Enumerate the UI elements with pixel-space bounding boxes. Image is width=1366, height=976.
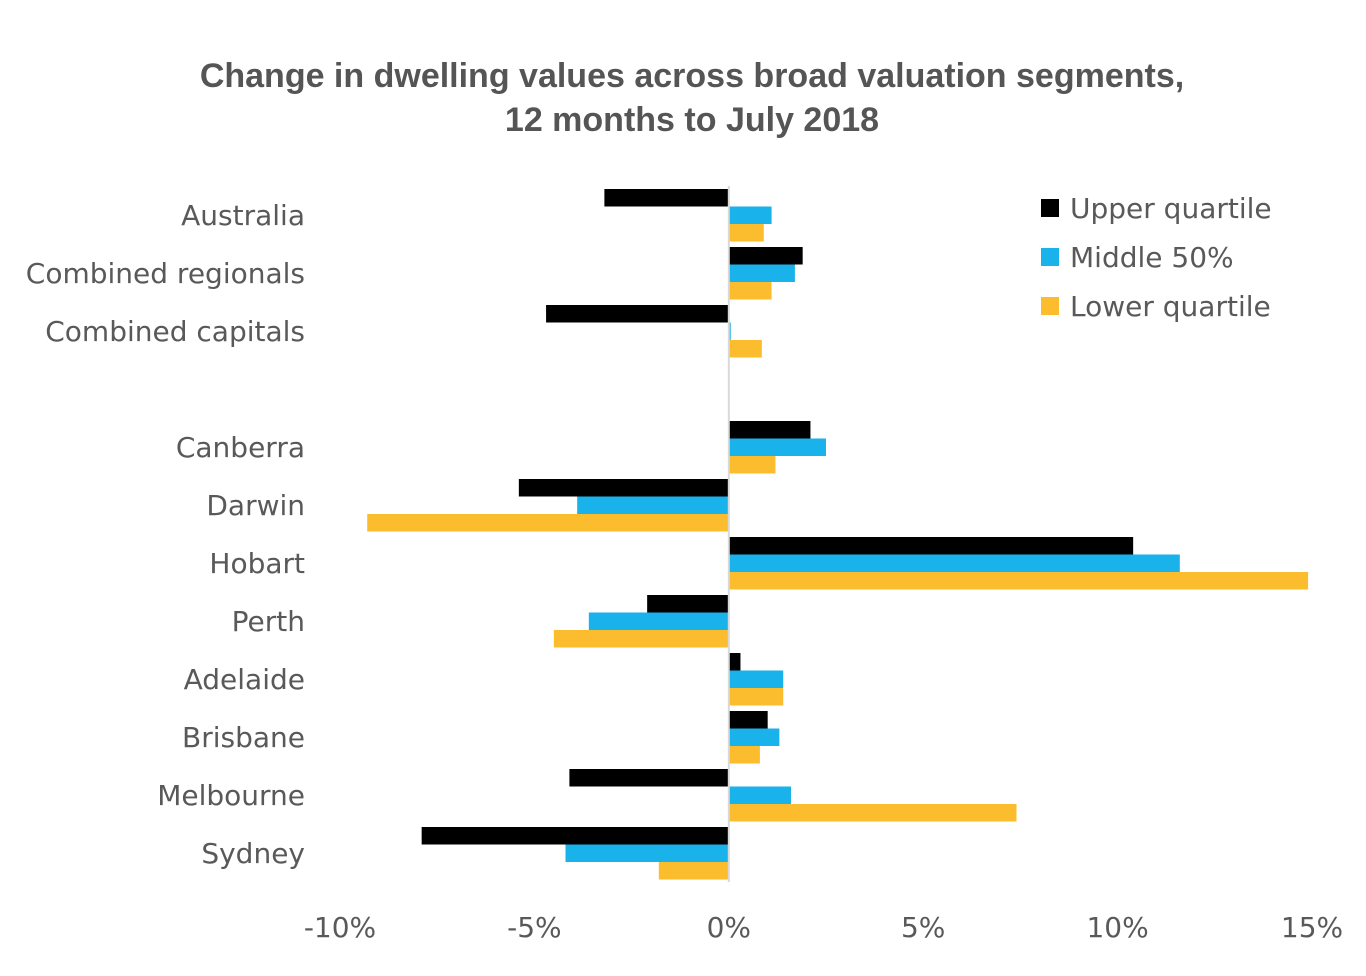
category-label-darwin: Darwin bbox=[206, 489, 305, 522]
category-label-combined-capitals: Combined capitals bbox=[45, 315, 305, 348]
bar-lower-quartile-melbourne bbox=[728, 804, 1017, 822]
category-label-adelaide: Adelaide bbox=[184, 663, 305, 696]
category-label-brisbane: Brisbane bbox=[182, 721, 305, 754]
category-labels: Australia Combined regionals Combined capi… bbox=[26, 199, 305, 870]
category-label-sydney: Sydney bbox=[201, 837, 305, 870]
legend-label-lower-quartile: Lower quartile bbox=[1070, 290, 1271, 323]
bar-middle-50-brisbane bbox=[728, 728, 780, 746]
legend-swatch-lower-quartile bbox=[1041, 297, 1059, 315]
bar-middle-50-canberra bbox=[728, 438, 826, 456]
bar-lower-quartile-darwin bbox=[367, 514, 729, 532]
bar-upper-quartile-sydney bbox=[421, 827, 729, 845]
bar-middle-50-sydney bbox=[565, 844, 729, 862]
bar-upper-quartile-brisbane bbox=[728, 711, 768, 729]
category-label-australia: Australia bbox=[181, 199, 305, 232]
bar-upper-quartile-melbourne bbox=[569, 769, 729, 787]
bar-middle-50-darwin bbox=[577, 496, 729, 514]
legend: Upper quartile Middle 50% Lower quartile bbox=[1041, 192, 1272, 323]
bar-lower-quartile-sydney bbox=[658, 862, 729, 880]
bars-layer bbox=[367, 189, 1309, 880]
legend-swatch-middle-50 bbox=[1041, 248, 1059, 266]
bar-lower-quartile-brisbane bbox=[728, 746, 760, 764]
bar-lower-quartile-adelaide bbox=[728, 688, 784, 706]
chart-title-line-2: 12 months to July 2018 bbox=[505, 101, 879, 139]
bar-lower-quartile-combined-regionals bbox=[728, 282, 772, 300]
bar-lower-quartile-hobart bbox=[728, 572, 1309, 590]
x-tick-label-3: 5% bbox=[901, 911, 945, 944]
bar-upper-quartile-hobart bbox=[728, 537, 1134, 555]
x-tick-label-4: 10% bbox=[1086, 911, 1148, 944]
x-tick-label-1: -5% bbox=[507, 911, 562, 944]
x-tick-label-0: -10% bbox=[304, 911, 376, 944]
bar-lower-quartile-combined-capitals bbox=[728, 340, 762, 358]
chart-title-line-1: Change in dwelling values across broad v… bbox=[200, 57, 1184, 95]
category-label-combined-regionals: Combined regionals bbox=[26, 257, 305, 290]
bar-upper-quartile-darwin bbox=[518, 479, 729, 497]
bar-middle-50-perth bbox=[588, 612, 729, 630]
bar-middle-50-melbourne bbox=[728, 786, 792, 804]
bar-upper-quartile-perth bbox=[647, 595, 729, 613]
bar-middle-50-australia bbox=[728, 206, 772, 224]
legend-swatch-upper-quartile bbox=[1041, 199, 1059, 217]
category-label-hobart: Hobart bbox=[209, 547, 305, 580]
legend-label-upper-quartile: Upper quartile bbox=[1070, 192, 1272, 225]
bar-lower-quartile-perth bbox=[553, 630, 729, 648]
category-label-canberra: Canberra bbox=[176, 431, 305, 464]
bar-upper-quartile-australia bbox=[604, 189, 729, 207]
bar-upper-quartile-combined-capitals bbox=[546, 305, 729, 323]
bar-middle-50-combined-regionals bbox=[728, 264, 795, 282]
bar-upper-quartile-combined-regionals bbox=[728, 247, 803, 265]
bar-upper-quartile-adelaide bbox=[728, 653, 741, 671]
bar-middle-50-hobart bbox=[728, 554, 1180, 572]
category-label-perth: Perth bbox=[232, 605, 305, 638]
x-tick-label-2: 0% bbox=[707, 911, 751, 944]
x-tick-label-5: 15% bbox=[1281, 911, 1343, 944]
legend-label-middle-50: Middle 50% bbox=[1070, 241, 1234, 274]
bar-lower-quartile-canberra bbox=[728, 456, 776, 474]
bar-upper-quartile-canberra bbox=[728, 421, 811, 439]
bar-middle-50-adelaide bbox=[728, 670, 784, 688]
bar-lower-quartile-australia bbox=[728, 224, 764, 242]
category-label-melbourne: Melbourne bbox=[157, 779, 305, 812]
x-axis-tick-labels: -10% -5% 0% 5% 10% 15% bbox=[304, 911, 1343, 944]
